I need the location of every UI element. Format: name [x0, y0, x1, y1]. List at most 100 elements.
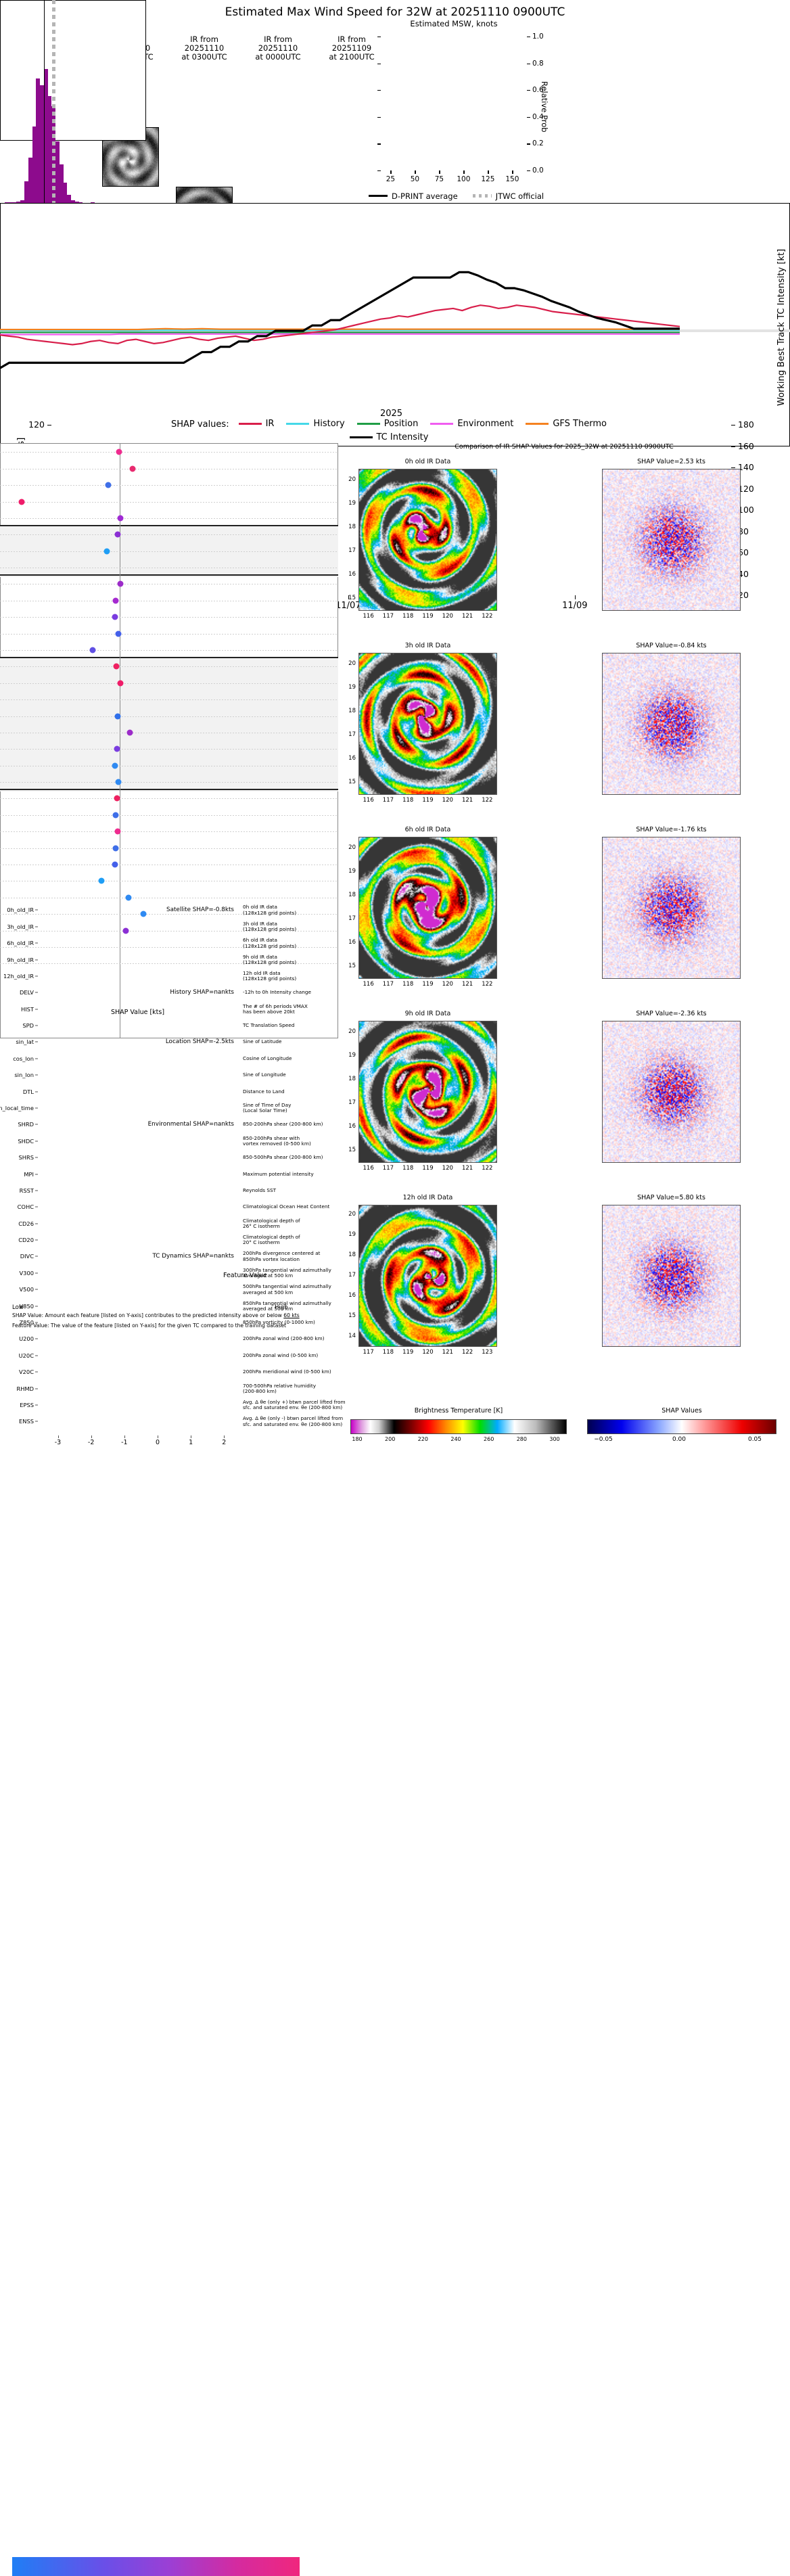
ir-data-image[interactable] [358, 469, 497, 611]
shap-dot[interactable] [114, 664, 120, 670]
shap-group-band [0, 657, 338, 791]
ir-data-title: 6h old IR Data [358, 826, 497, 833]
ir-data-title: 12h old IR Data [358, 1194, 497, 1201]
ir-data-image[interactable] [358, 653, 497, 795]
shap-dot[interactable] [112, 614, 118, 620]
brightness-temp-tick-label: 240 [448, 1436, 464, 1442]
shap-dot[interactable] [114, 796, 120, 802]
brightness-temp-tick-label: 300 [547, 1436, 563, 1442]
ir-shap-image[interactable] [602, 469, 741, 611]
shap-feature-label: DTL [0, 1088, 34, 1095]
shap-dot[interactable] [126, 729, 133, 735]
shap-dot[interactable] [115, 532, 121, 538]
shap-dot[interactable] [113, 597, 119, 603]
ir-ytick-label: 18 [344, 524, 356, 530]
histogram-ytick-label: 0.0 [532, 166, 544, 175]
shap-dot[interactable] [116, 449, 122, 455]
shap-xtick-label: -2 [83, 1439, 100, 1446]
ir-ytick-label: 15 [344, 779, 356, 785]
ir-xtick-label: 119 [400, 1349, 415, 1356]
shap-feature-label: SHDC [0, 1138, 34, 1145]
shap-dot[interactable] [112, 762, 118, 768]
shap-dot[interactable] [114, 829, 120, 835]
shap-ytick [35, 1075, 38, 1076]
shap-dot[interactable] [116, 630, 122, 637]
shap-dot[interactable] [112, 812, 118, 818]
legend-label-position: Position [384, 419, 419, 429]
ir-xtick-label: 116 [361, 797, 376, 804]
shap-ytick [35, 1190, 38, 1191]
shap-dot[interactable] [115, 779, 121, 785]
shap-dot[interactable] [129, 465, 135, 472]
ir-xtick-label: 121 [460, 1165, 475, 1172]
ir-shap-image[interactable] [602, 1021, 741, 1163]
shap-dot[interactable] [117, 680, 123, 686]
ir-ytick-label: 19 [344, 1052, 356, 1059]
shap-dot[interactable] [117, 515, 123, 521]
shap-ytick [35, 1421, 38, 1422]
shap-values-colorbar [587, 1419, 776, 1434]
legend-line-ir [239, 423, 262, 425]
shap-gridline [0, 502, 338, 503]
ir-ytick-label: 20 [344, 660, 356, 667]
shap-dot[interactable] [112, 861, 118, 867]
ir-data-image[interactable] [358, 837, 497, 979]
ir-ytick-label: 20 [344, 844, 356, 851]
shap-dot[interactable] [98, 878, 104, 884]
ir-data-image[interactable] [358, 1021, 497, 1163]
shap-gridline [0, 749, 338, 750]
shap-gridline [0, 551, 338, 552]
shap-gridline [0, 518, 338, 519]
shap-dot[interactable] [126, 894, 132, 900]
ir-xtick-label: 116 [361, 1165, 376, 1172]
histogram-title: Estimated MSW, knots [381, 19, 527, 28]
ir-ytick-label: 20 [344, 1211, 356, 1218]
shap-dot[interactable] [105, 482, 111, 488]
ir-xtick-label: 122 [480, 981, 494, 988]
histogram-ytick [527, 170, 530, 171]
brightness-temp-tick-label: 180 [349, 1436, 365, 1442]
ir-ytick-label: 19 [344, 500, 356, 507]
shap-feature-label: 3h_old_IR [0, 923, 34, 930]
ir-shap-image[interactable] [602, 653, 741, 795]
legend-label-tc-intensity: TC Intensity [377, 432, 429, 442]
ir-xtick-label: 116 [361, 981, 376, 988]
ir-xtick-label: 120 [421, 1349, 436, 1356]
ir-shap-image[interactable] [602, 1205, 741, 1347]
ir-shap-value-title: SHAP Value=2.53 kts [602, 458, 741, 465]
shap-dot[interactable] [114, 746, 120, 752]
shap-gridline [0, 617, 338, 618]
histogram-xtick-label: 25 [379, 175, 402, 183]
ir-xtick-label: 118 [400, 797, 415, 804]
shap-gridline [0, 699, 338, 700]
shap-dot[interactable] [122, 927, 129, 934]
shap-group-label: History SHAP=nankts [95, 989, 234, 996]
shap-dot[interactable] [104, 548, 110, 554]
ir-ytick-label: 15 [344, 1312, 356, 1319]
shap-dot[interactable] [115, 713, 121, 719]
timeseries-line-tc-intensity [0, 272, 680, 368]
shap-ytick [35, 1388, 38, 1389]
ir-xtick-label: 119 [421, 797, 436, 804]
ir-ytick-label: 16 [344, 1292, 356, 1299]
shap-dot[interactable] [117, 581, 123, 587]
shap-feature-label: EPSS [0, 1402, 34, 1408]
ir-shap-value-title: SHAP Value=-0.84 kts [602, 642, 741, 649]
shap-feature-label: 9h_old_IR [0, 957, 34, 963]
histogram-axes [0, 0, 146, 141]
shap-gridline [0, 485, 338, 486]
shap-feature-label: ENSS [0, 1418, 34, 1425]
ir-data-image[interactable] [358, 1205, 497, 1347]
ir-xtick-label: 117 [361, 1349, 376, 1356]
shap-ytick [35, 926, 38, 927]
shap-dot[interactable] [89, 647, 95, 653]
histogram-xtick [512, 170, 513, 174]
ir-shap-image[interactable] [602, 837, 741, 979]
shap-ytick [35, 1355, 38, 1356]
shap-dot[interactable] [112, 845, 118, 851]
shap-dotplot-panel: Shap values for 2025_32W at 20251110 090… [0, 443, 338, 1038]
shap-dot[interactable] [18, 499, 24, 505]
shap-xtick [224, 1435, 225, 1438]
